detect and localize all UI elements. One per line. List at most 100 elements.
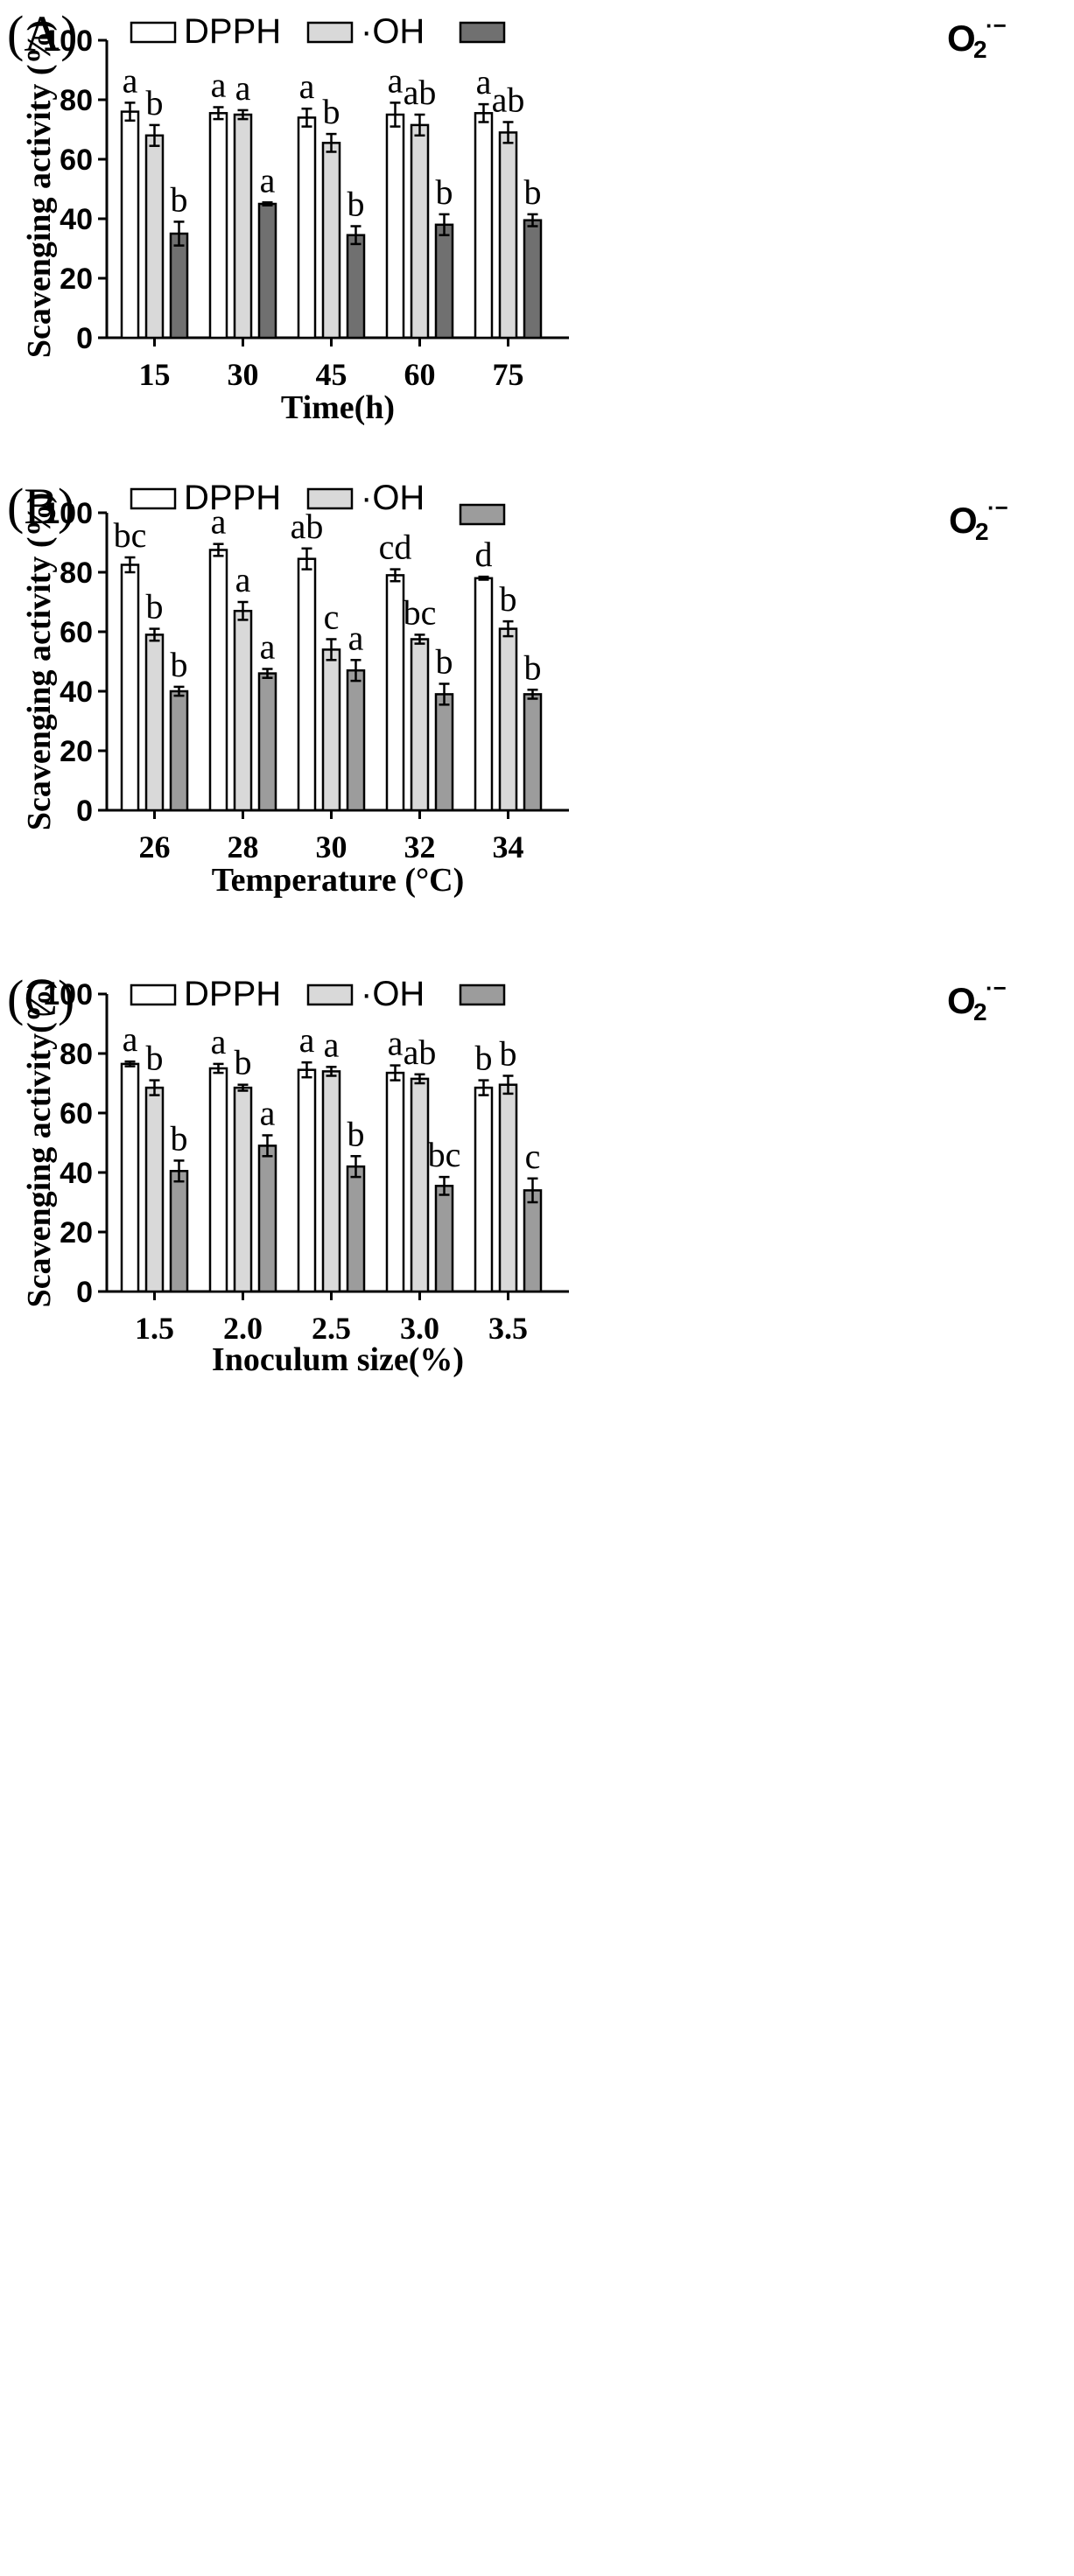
y-tick-label: 40 bbox=[60, 203, 93, 236]
bar-o2 bbox=[523, 693, 543, 812]
y-tick-label: 60 bbox=[60, 144, 93, 177]
y-tick-label: 0 bbox=[76, 1276, 93, 1309]
bar-oh bbox=[144, 634, 165, 812]
x-tick-label: 32 bbox=[404, 830, 436, 864]
bar-o2 bbox=[257, 1144, 277, 1293]
bar-oh bbox=[498, 1083, 518, 1293]
significance-letter: b bbox=[347, 1114, 365, 1153]
x-tick-label: 2.5 bbox=[312, 1311, 351, 1346]
legend-o2-superscript: ·− bbox=[986, 12, 1007, 38]
significance-letter: a bbox=[348, 618, 364, 657]
bar-o2 bbox=[169, 690, 189, 812]
bar-oh bbox=[410, 638, 430, 812]
significance-letter: b bbox=[347, 185, 365, 224]
bar-dpph bbox=[208, 1067, 228, 1293]
y-tick-label: 100 bbox=[43, 497, 93, 530]
significance-letter: b bbox=[171, 1118, 188, 1158]
x-tick-label: 3.5 bbox=[488, 1311, 528, 1346]
legend-o2-main: O bbox=[949, 500, 978, 541]
y-axis-title: Scavenging activity (%) bbox=[21, 20, 58, 358]
significance-letter: a bbox=[476, 62, 492, 102]
bar-o2 bbox=[434, 1185, 454, 1293]
bar-o2 bbox=[523, 1189, 543, 1293]
significance-letter: a bbox=[123, 1019, 138, 1059]
significance-letter: cd bbox=[379, 528, 412, 567]
bar-o2 bbox=[434, 223, 454, 340]
legend-label-o2: O2·− bbox=[949, 494, 1008, 545]
bar-oh bbox=[144, 134, 165, 340]
bar-oh bbox=[321, 1070, 341, 1293]
bar-dpph bbox=[474, 577, 494, 812]
significance-letter: b bbox=[500, 1034, 517, 1074]
bar-dpph bbox=[385, 1071, 405, 1293]
bar-dpph bbox=[208, 549, 228, 812]
significance-letter: b bbox=[524, 172, 542, 212]
legend-label-o2: O2·− bbox=[947, 975, 1007, 1026]
x-tick-label: 75 bbox=[493, 357, 524, 392]
y-tick-label: 80 bbox=[60, 84, 93, 117]
significance-letter: b bbox=[436, 642, 453, 682]
legend-swatch-o2 bbox=[459, 984, 506, 1006]
legend-swatch-oh bbox=[306, 487, 354, 510]
significance-letter: b bbox=[146, 587, 164, 626]
significance-letter: a bbox=[388, 60, 404, 100]
bar-oh bbox=[233, 1086, 253, 1293]
legend-swatch-oh bbox=[306, 984, 354, 1006]
legend-o2-main: O bbox=[947, 18, 976, 59]
y-tick-label: 60 bbox=[60, 1097, 93, 1130]
bar-oh bbox=[233, 113, 253, 340]
x-axis-title: Time(h) bbox=[281, 389, 395, 426]
bar-o2 bbox=[169, 1170, 189, 1293]
panel-label: (B) bbox=[7, 478, 74, 535]
y-tick-label: 100 bbox=[43, 24, 93, 58]
bar-dpph bbox=[297, 1068, 317, 1293]
legend-o2-subscript: 2 bbox=[973, 36, 987, 63]
legend-swatch-o2 bbox=[459, 21, 506, 44]
legend-label-dpph: DPPH bbox=[184, 479, 281, 517]
bar-o2 bbox=[523, 219, 543, 340]
legend-label-oh: ·OH bbox=[361, 975, 425, 1013]
x-tick-label: 15 bbox=[139, 357, 171, 392]
significance-letter: b bbox=[235, 1043, 252, 1082]
bar-o2 bbox=[346, 668, 366, 812]
bar-o2 bbox=[434, 693, 454, 812]
x-tick-label: 60 bbox=[404, 357, 436, 392]
y-tick-label: 40 bbox=[60, 1157, 93, 1190]
bar-o2 bbox=[169, 232, 189, 340]
significance-letter: a bbox=[211, 66, 227, 105]
legend-o2-superscript: ·− bbox=[987, 494, 1008, 521]
x-tick-label: 26 bbox=[139, 830, 171, 864]
x-tick-label: 28 bbox=[228, 830, 259, 864]
significance-letter: ab bbox=[492, 80, 525, 120]
significance-letter: a bbox=[123, 60, 138, 100]
bar-dpph bbox=[474, 1086, 494, 1293]
panel-label: (C) bbox=[7, 970, 74, 1026]
significance-letter: a bbox=[388, 1024, 404, 1063]
x-axis-title: Inoculum size(%) bbox=[212, 1341, 464, 1378]
significance-letter: b bbox=[171, 179, 188, 219]
significance-letter: b bbox=[323, 92, 340, 131]
legend: DPPH ·OH O2·− bbox=[130, 479, 1008, 545]
significance-letter: a bbox=[299, 66, 315, 106]
bar-dpph bbox=[385, 113, 405, 340]
significance-letter: a bbox=[260, 1094, 276, 1133]
panel-label: (A) bbox=[7, 5, 78, 62]
significance-letter: b bbox=[475, 1039, 493, 1078]
legend-swatch-dpph bbox=[130, 21, 177, 44]
legend: DPPH ·OH O2·− bbox=[130, 12, 1007, 63]
legend-label-dpph: DPPH bbox=[184, 12, 281, 51]
y-tick-label: 20 bbox=[60, 735, 93, 768]
significance-letter: ab bbox=[404, 1032, 437, 1072]
significance-letter: a bbox=[324, 1025, 340, 1064]
legend-o2-subscript: 2 bbox=[973, 998, 987, 1026]
significance-letter: b bbox=[171, 645, 188, 684]
x-tick-label: 2.0 bbox=[223, 1311, 263, 1346]
bar-oh bbox=[410, 123, 430, 340]
significance-letter: a bbox=[235, 68, 251, 108]
legend-label-dpph: DPPH bbox=[184, 975, 281, 1013]
y-tick-label: 80 bbox=[60, 1038, 93, 1071]
significance-letter: d bbox=[475, 535, 493, 574]
legend-swatch-dpph bbox=[130, 984, 177, 1006]
legend-o2-superscript: ·− bbox=[986, 975, 1007, 1001]
x-axis-title: Temperature (°C) bbox=[212, 862, 465, 899]
